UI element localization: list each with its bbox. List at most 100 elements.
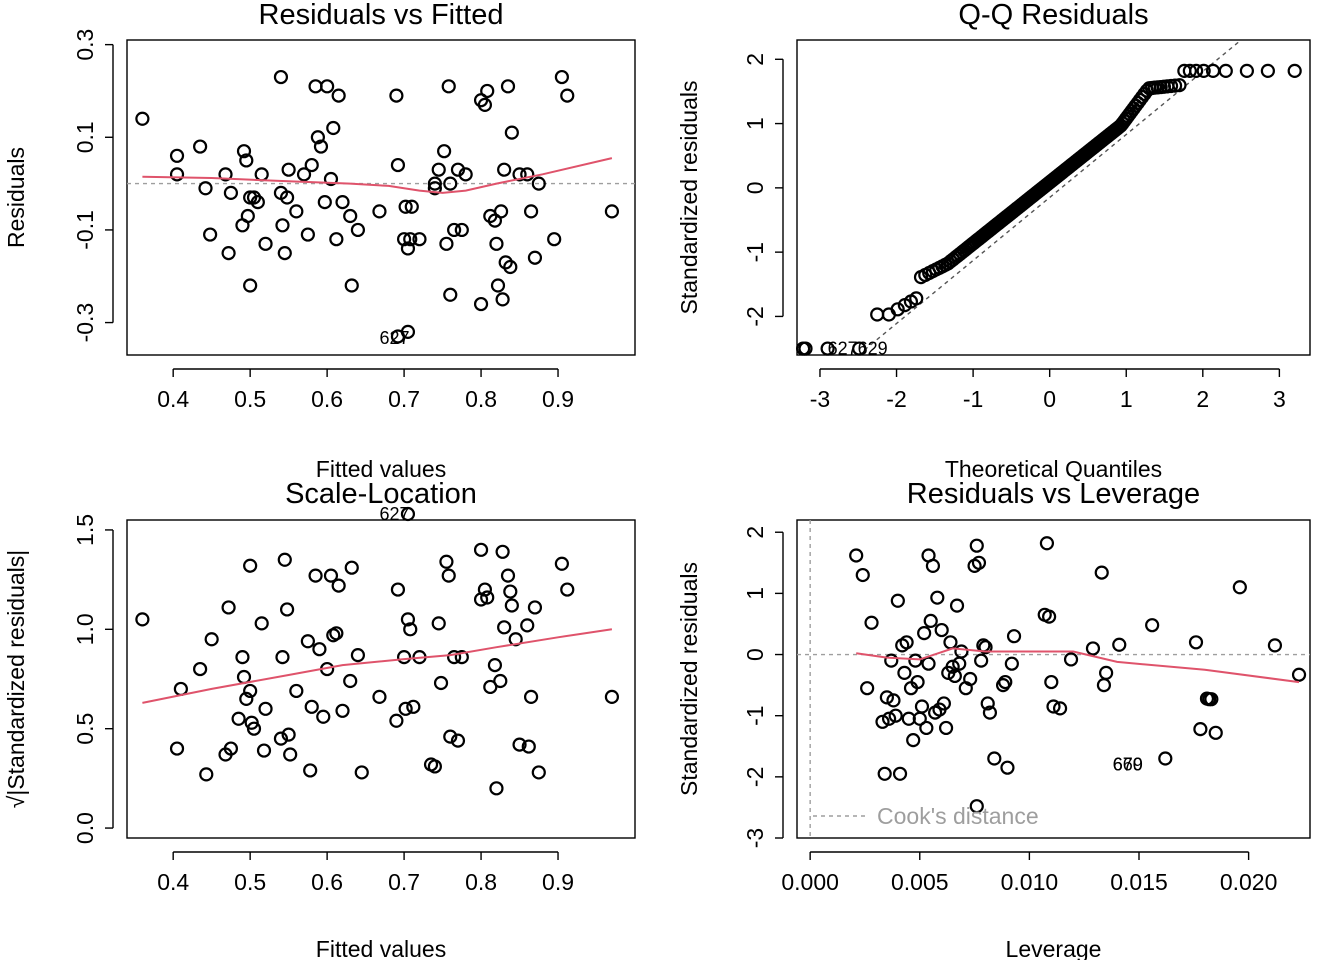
data-point — [323, 171, 339, 187]
data-point — [281, 727, 296, 742]
data-point — [982, 705, 998, 720]
data-point — [279, 602, 295, 617]
data-point — [554, 69, 569, 85]
data-point — [221, 245, 236, 261]
data-point — [199, 767, 214, 782]
x-tick-label: 0.5 — [234, 869, 266, 895]
data-point — [498, 255, 513, 270]
data-point — [987, 751, 1002, 766]
data-point — [925, 558, 941, 573]
data-point — [331, 578, 346, 593]
data-point — [500, 568, 516, 583]
data-point — [458, 167, 473, 182]
data-point — [523, 689, 539, 704]
data-point — [923, 613, 938, 629]
data-point — [1094, 565, 1109, 580]
point-id-label: 627 — [379, 328, 409, 348]
chart-title: Q-Q Residuals — [958, 0, 1148, 31]
data-point — [310, 130, 325, 145]
data-point — [396, 650, 412, 665]
point-id-label: 679 — [1113, 755, 1143, 775]
panel-qq: Q-Q Residuals -3 -2 -1 0 1 2 3 Theoretical Quant… — [676, 0, 1311, 482]
data-point — [326, 120, 341, 136]
data-point — [910, 674, 925, 690]
data-point — [560, 582, 575, 597]
data-point — [1044, 674, 1059, 690]
data-point — [520, 618, 535, 633]
data-point — [320, 79, 335, 94]
data-point — [963, 671, 978, 687]
data-point — [1204, 692, 1219, 707]
data-point — [447, 222, 462, 238]
data-point — [1232, 580, 1247, 595]
data-point — [372, 689, 387, 704]
data-point — [914, 699, 930, 714]
plot-frame — [126, 519, 636, 839]
y-axis-label: Standardized residuals — [676, 562, 702, 796]
data-point — [936, 696, 951, 711]
point-id-label: 660 — [1113, 755, 1143, 775]
data-point — [480, 590, 495, 605]
y-tick-label: 0 — [742, 181, 768, 194]
data-point — [1158, 751, 1173, 766]
data-point — [235, 650, 250, 665]
data-point — [1182, 63, 1197, 78]
data-point — [258, 236, 273, 251]
data-point — [512, 737, 527, 752]
data-point — [487, 657, 503, 673]
data-point — [1006, 629, 1022, 644]
data-point — [995, 678, 1011, 693]
data-point — [240, 208, 255, 224]
data-point — [852, 341, 867, 356]
x-tick-label: 0.8 — [465, 869, 497, 895]
x-axis-label: Theoretical Quantiles — [945, 456, 1162, 482]
y-tick-label: -0.1 — [72, 210, 98, 250]
data-point — [169, 741, 185, 756]
data-point — [323, 568, 339, 583]
data-point — [443, 729, 458, 744]
y-tick-label: -0.3 — [72, 303, 98, 343]
x-tick-label: 0.9 — [542, 386, 574, 412]
data-point — [1196, 63, 1211, 78]
data-point — [1260, 63, 1275, 78]
data-point — [296, 167, 312, 182]
data-point — [820, 341, 835, 356]
data-point — [473, 296, 489, 312]
data-point — [1099, 665, 1114, 680]
data-point — [390, 582, 406, 597]
data-point — [243, 683, 258, 699]
data-point — [335, 195, 350, 210]
data-point — [919, 720, 934, 736]
data-point — [279, 190, 295, 205]
data-point — [495, 292, 510, 307]
x-tick-label: 0.4 — [157, 386, 189, 412]
x-tick-label: 1 — [1120, 386, 1133, 412]
y-tick-label: 0 — [742, 648, 768, 661]
data-point — [969, 799, 984, 814]
data-point — [275, 650, 290, 665]
data-point — [169, 148, 185, 163]
x-tick-label: 0.000 — [781, 869, 839, 895]
y-tick-label: -2 — [742, 767, 768, 787]
data-point — [283, 747, 298, 762]
data-point — [281, 162, 296, 177]
data-point — [433, 675, 449, 691]
data-point — [1063, 652, 1079, 667]
x-tick-label: 0.020 — [1220, 869, 1278, 895]
y-axis-label: Standardized residuals — [676, 81, 702, 315]
data-point — [1145, 618, 1160, 633]
data-point — [877, 766, 892, 781]
data-point — [547, 232, 562, 247]
data-point — [875, 714, 890, 729]
y-tick-label: -1 — [742, 705, 768, 725]
data-point — [443, 176, 458, 191]
data-point — [239, 691, 254, 706]
data-point — [934, 622, 949, 638]
data-point — [437, 144, 452, 159]
data-point — [441, 79, 456, 94]
data-point — [198, 181, 213, 196]
data-point — [335, 703, 350, 718]
data-point — [493, 673, 508, 689]
data-point — [221, 600, 236, 615]
x-tick-label: 0.7 — [388, 386, 420, 412]
